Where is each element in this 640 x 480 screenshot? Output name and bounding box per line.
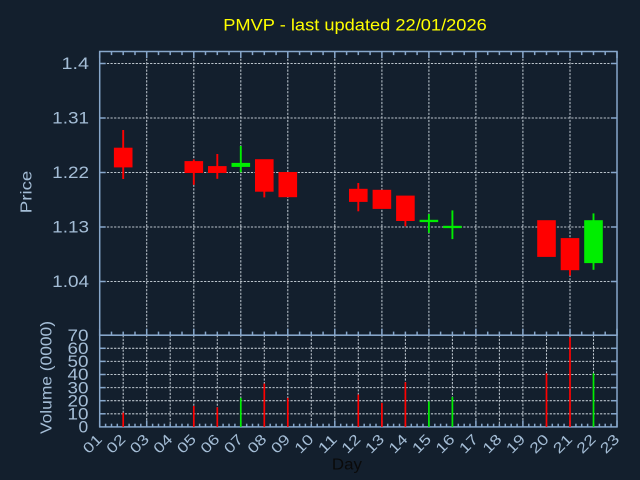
svg-text:1.4: 1.4 bbox=[62, 54, 90, 73]
svg-text:50: 50 bbox=[68, 352, 89, 371]
svg-text:1.04: 1.04 bbox=[52, 272, 89, 291]
svg-text:1.13: 1.13 bbox=[52, 218, 89, 237]
svg-text:Day: Day bbox=[332, 456, 362, 473]
svg-text:30: 30 bbox=[68, 378, 89, 397]
svg-text:10: 10 bbox=[68, 405, 89, 424]
svg-text:40: 40 bbox=[68, 365, 89, 384]
svg-text:1.22: 1.22 bbox=[52, 163, 89, 182]
svg-text:20: 20 bbox=[68, 391, 89, 410]
svg-text:Volume (0000): Volume (0000) bbox=[39, 321, 56, 434]
svg-text:PMVP - last updated 22/01/2026: PMVP - last updated 22/01/2026 bbox=[223, 16, 487, 34]
svg-text:0: 0 bbox=[79, 418, 89, 437]
svg-text:70: 70 bbox=[68, 326, 89, 345]
svg-text:Price: Price bbox=[18, 171, 35, 214]
svg-text:1.31: 1.31 bbox=[52, 109, 89, 128]
svg-text:60: 60 bbox=[68, 339, 89, 358]
